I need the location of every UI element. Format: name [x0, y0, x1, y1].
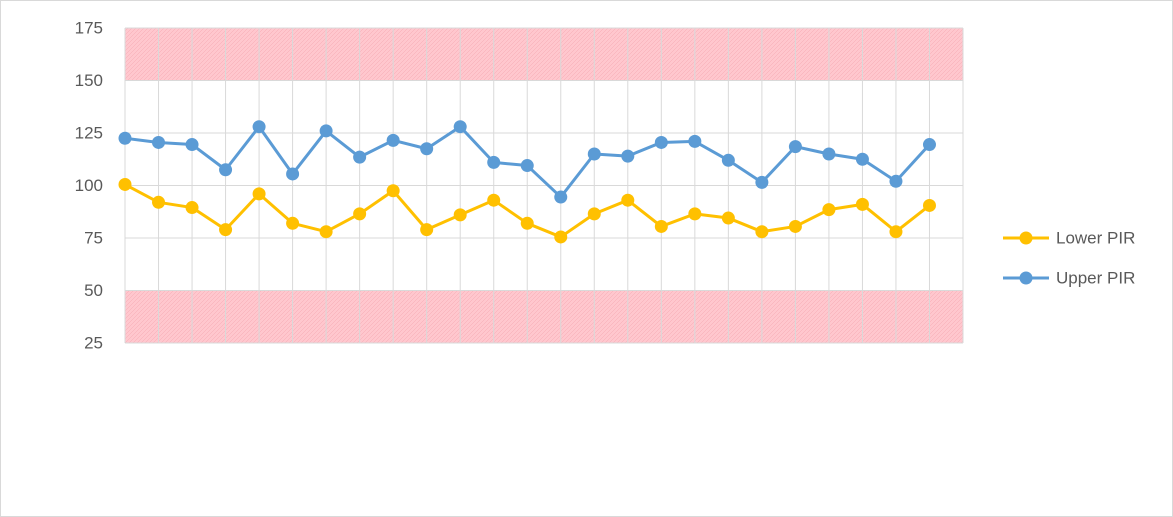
data-point — [487, 155, 501, 169]
data-point — [487, 193, 501, 207]
data-point — [252, 187, 266, 201]
data-point — [554, 190, 568, 204]
data-point — [118, 131, 132, 145]
data-point — [420, 223, 434, 237]
y-tick-label: 150 — [75, 71, 103, 90]
y-tick-label: 175 — [75, 18, 103, 37]
data-point — [755, 175, 769, 189]
data-point — [118, 177, 132, 191]
y-tick-label: 25 — [84, 333, 103, 352]
data-point — [621, 149, 635, 163]
data-point — [922, 138, 936, 152]
data-point — [587, 147, 601, 161]
data-point — [889, 174, 903, 188]
legend: Lower PIR Upper PIR — [1003, 228, 1135, 287]
data-point — [721, 153, 735, 167]
data-point — [420, 142, 434, 156]
shaded-band-2 — [125, 290, 963, 343]
data-point — [922, 198, 936, 212]
data-point — [621, 193, 635, 207]
data-point — [386, 133, 400, 147]
data-point — [788, 219, 802, 233]
data-point — [554, 230, 568, 244]
data-point — [520, 216, 534, 230]
series-points — [118, 120, 936, 244]
data-point — [654, 219, 668, 233]
data-point — [822, 147, 836, 161]
data-point — [721, 211, 735, 225]
data-point — [688, 134, 702, 148]
data-point — [353, 150, 367, 164]
data-point — [185, 201, 199, 215]
data-point — [855, 197, 869, 211]
data-point — [319, 124, 333, 138]
data-point — [788, 140, 802, 154]
data-point — [587, 207, 601, 221]
data-point — [520, 159, 534, 173]
y-tick-label: 75 — [84, 228, 103, 247]
data-point — [688, 207, 702, 221]
data-point — [152, 195, 166, 209]
y-tick-label: 50 — [84, 281, 103, 300]
data-point — [185, 138, 199, 152]
shaded-bands — [125, 28, 963, 343]
legend-marker-2 — [1019, 271, 1033, 285]
data-point — [219, 163, 233, 177]
shaded-band-1 — [125, 28, 963, 81]
data-point — [755, 225, 769, 239]
data-point — [286, 167, 300, 181]
data-point — [152, 135, 166, 149]
legend-label-2: Upper PIR — [1056, 268, 1135, 287]
data-point — [654, 135, 668, 149]
data-point — [855, 152, 869, 166]
legend-label-1: Lower PIR — [1056, 228, 1135, 247]
data-point — [889, 225, 903, 239]
data-point — [219, 223, 233, 237]
data-point — [453, 208, 467, 222]
data-point — [822, 203, 836, 217]
data-point — [353, 207, 367, 221]
data-point — [386, 184, 400, 198]
y-tick-label: 100 — [75, 176, 103, 195]
data-point — [453, 120, 467, 134]
legend-marker-1 — [1019, 231, 1033, 245]
data-point — [319, 225, 333, 239]
y-axis-ticks: 25 50 75 100 125 150 175 — [75, 18, 103, 352]
gridlines — [124, 27, 964, 344]
data-point — [252, 120, 266, 134]
y-tick-label: 125 — [75, 123, 103, 142]
data-point — [286, 216, 300, 230]
